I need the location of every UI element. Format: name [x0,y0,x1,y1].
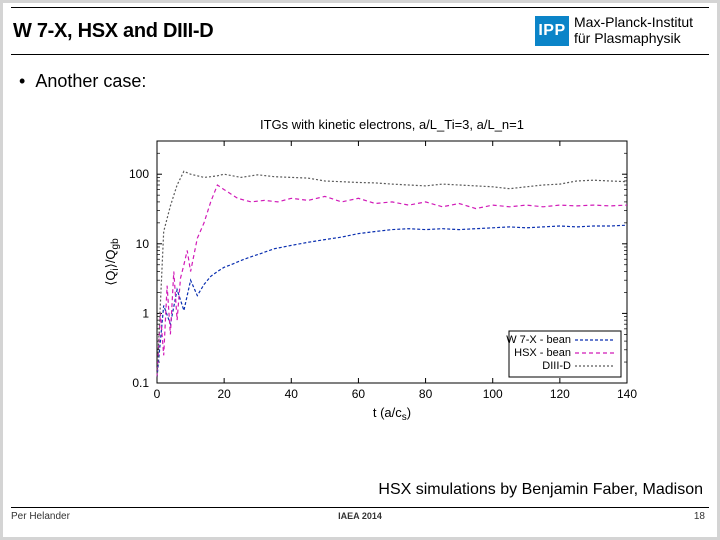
svg-text:100: 100 [129,167,149,181]
bullet-text: Another case: [35,71,146,91]
svg-text:0.1: 0.1 [132,376,149,390]
svg-text:40: 40 [285,387,299,401]
ipp-logo: IPP [535,16,569,46]
slide-title: W 7-X, HSX and DIII-D [11,20,213,43]
svg-text:10: 10 [136,237,150,251]
chart-caption: HSX simulations by Benjamin Faber, Madis… [378,481,703,499]
bullet-marker: • [19,71,25,91]
svg-text:80: 80 [419,387,433,401]
svg-text:120: 120 [550,387,570,401]
footer-page: 18 [694,511,705,522]
bullet-item: • Another case: [19,71,717,92]
institute-name: Max-Planck-Institut für Plasmaphysik [574,14,709,46]
slide-footer: Per Helander IAEA 2014 18 [11,507,709,531]
svg-text:ITGs with kinetic electrons, a: ITGs with kinetic electrons, a/L_Ti=3, a… [260,117,524,132]
svg-text:60: 60 [352,387,366,401]
slide-header: W 7-X, HSX and DIII-D IPP Max-Planck-Ins… [11,7,709,55]
svg-text:DIII-D: DIII-D [542,360,571,372]
svg-text:HSX - bean: HSX - bean [514,347,571,359]
svg-text:t (a/cs): t (a/cs) [373,405,411,423]
svg-text:⟨Qi⟩/Qgb: ⟨Qi⟩/Qgb [103,238,121,286]
institute-line1: Max-Planck-Institut [574,14,693,30]
svg-text:W 7-X - bean: W 7-X - bean [506,334,571,346]
svg-text:100: 100 [483,387,503,401]
svg-text:0: 0 [154,387,161,401]
footer-author: Per Helander [11,511,70,522]
chart-svg: 0 20 40 60 80 100 120 140 0.1 1 10 100 ITGs with kin… [99,115,639,423]
footer-conference: IAEA 2014 [338,511,382,521]
svg-text:1: 1 [142,306,149,320]
institute-line2: für Plasmaphysik [574,30,681,46]
slide: W 7-X, HSX and DIII-D IPP Max-Planck-Ins… [3,3,717,537]
svg-text:20: 20 [217,387,231,401]
chart-container: 0 20 40 60 80 100 120 140 0.1 1 10 100 ITGs with kin… [99,115,639,423]
svg-text:140: 140 [617,387,637,401]
